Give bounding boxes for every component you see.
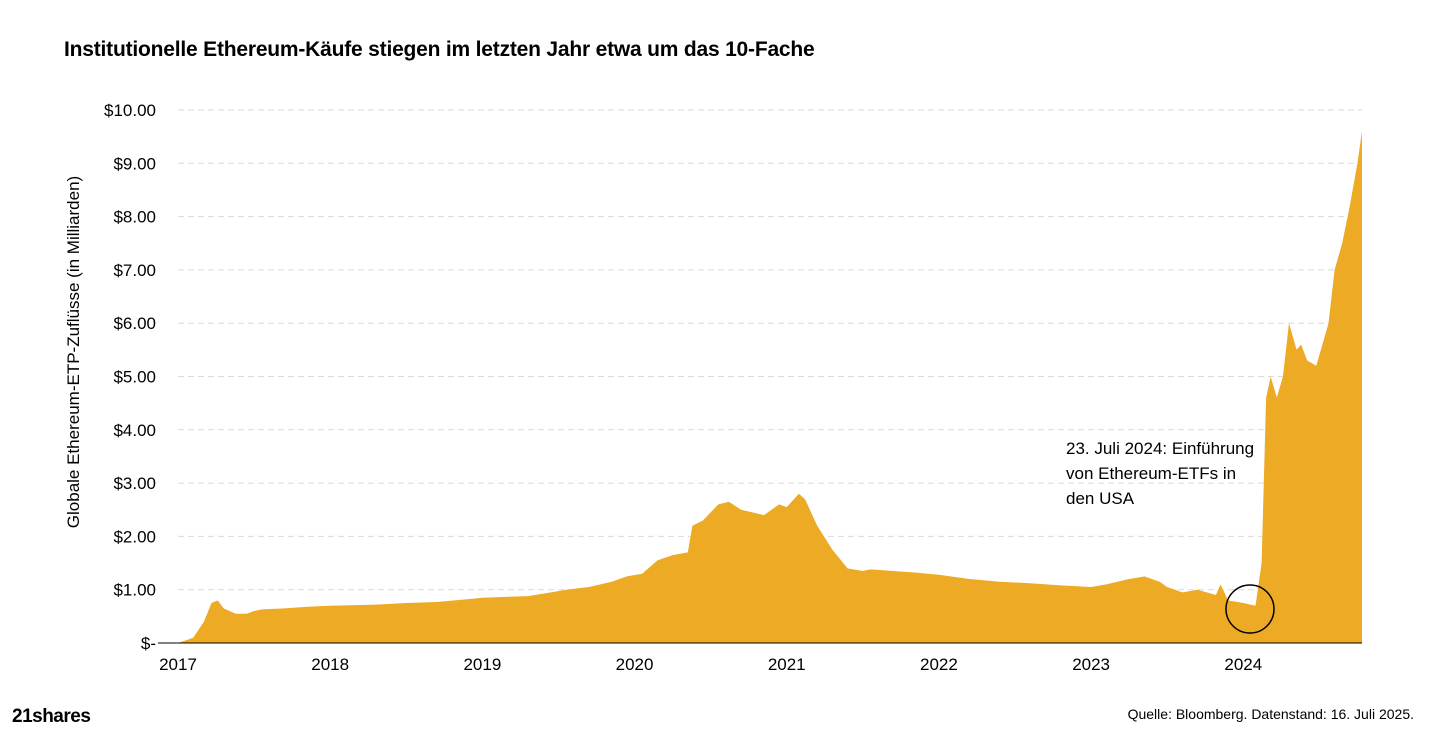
source-note: Quelle: Bloomberg. Datenstand: 16. Juli … — [1127, 706, 1414, 722]
x-tick-label: 2024 — [1224, 655, 1262, 674]
y-tick-label: $10.00 — [104, 101, 156, 120]
etf-annotation: 23. Juli 2024: Einführung von Ethereum-E… — [1066, 436, 1286, 511]
y-axis-label: Globale Ethereum-ETP-Zuflüsse (in Millia… — [64, 176, 83, 528]
x-tick-label: 2023 — [1072, 655, 1110, 674]
x-tick-label: 2019 — [463, 655, 501, 674]
x-tick-label: 2018 — [311, 655, 349, 674]
etf-launch-marker — [1225, 584, 1275, 634]
y-tick-label: $2.00 — [113, 527, 156, 546]
x-tick-label: 2021 — [768, 655, 806, 674]
y-tick-label: $4.00 — [113, 421, 156, 440]
y-tick-label: $5.00 — [113, 368, 156, 387]
x-tick-label: 2020 — [616, 655, 654, 674]
y-tick-label: $3.00 — [113, 474, 156, 493]
x-tick-label: 2022 — [920, 655, 958, 674]
series-area — [178, 131, 1362, 644]
y-tick-label: $6.00 — [113, 314, 156, 333]
annotation-line: 23. Juli 2024: Einführung — [1066, 439, 1255, 458]
chart-title: Institutionelle Ethereum-Käufe stiegen i… — [64, 38, 815, 61]
y-tick-label: $8.00 — [113, 208, 156, 227]
annotation-line: den USA — [1066, 489, 1135, 508]
x-tick-label: 2017 — [159, 655, 197, 674]
y-tick-label: $1.00 — [113, 581, 156, 600]
brand-logo: 21shares — [12, 706, 91, 727]
y-tick-label: $7.00 — [113, 261, 156, 280]
y-tick-label: $9.00 — [113, 154, 156, 173]
annotation-line: von Ethereum-ETFs in — [1066, 464, 1237, 483]
y-tick-labels: $- $1.00 $2.00 $3.00 $4.00 $5.00 $6.00 $7.00 $8.… — [104, 101, 156, 653]
y-tick-label: $- — [141, 634, 156, 653]
x-tick-labels: 2017 2018 2019 2020 2021 2022 2023 2024 — [159, 655, 1262, 674]
